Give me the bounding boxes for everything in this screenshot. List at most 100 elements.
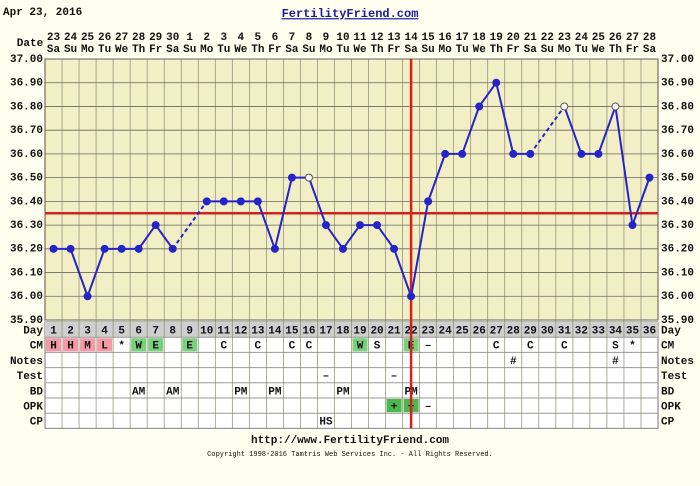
cell-text: 32 xyxy=(575,326,588,338)
date-label: 15 xyxy=(422,32,436,44)
temp-point xyxy=(270,244,279,253)
date-label: 10 xyxy=(336,32,349,44)
weekday-label: Th xyxy=(609,44,622,56)
temp-point xyxy=(253,197,262,206)
cell-text: 10 xyxy=(200,326,213,338)
site-title[interactable]: FertilityFriend.com xyxy=(282,7,419,21)
cell-text: C xyxy=(220,341,227,353)
date-label: 8 xyxy=(306,32,313,44)
gap-connector xyxy=(171,200,208,250)
y-tick-label: 36.90 xyxy=(10,78,43,90)
temp-point xyxy=(594,149,603,158)
cell-text: 11 xyxy=(217,326,231,338)
weekday-label: Tu xyxy=(217,44,230,56)
cell-text: AM xyxy=(132,386,146,398)
date-label: 14 xyxy=(404,32,418,44)
temp-point xyxy=(526,149,535,158)
cell-highlight xyxy=(63,338,79,352)
date-label: 3 xyxy=(220,32,227,44)
cell-text: 1 xyxy=(50,326,57,338)
temp-point xyxy=(117,244,126,253)
copyright: Copyright 1998-2016 Tamtris Web Services… xyxy=(207,451,493,459)
date-label: Date xyxy=(17,38,44,50)
footer-url[interactable]: http://www.FertilityFriend.com xyxy=(251,435,449,447)
cell-text: C xyxy=(561,341,568,353)
cell-highlight xyxy=(148,338,164,352)
row-label: BD xyxy=(30,386,44,398)
date-label: 7 xyxy=(289,32,296,44)
weekday-label: Su xyxy=(302,44,315,56)
weekday-label: Sa xyxy=(524,44,538,56)
cell-text: 13 xyxy=(251,326,265,338)
date-label: 9 xyxy=(323,32,330,44)
date-label: 26 xyxy=(609,32,622,44)
temp-point xyxy=(66,244,75,253)
y-tick-label: 36.40 xyxy=(10,196,43,208)
cell-text: # xyxy=(612,356,619,368)
weekday-label: Tu xyxy=(575,44,588,56)
date-label: 4 xyxy=(238,32,245,44)
weekday-label: Th xyxy=(490,44,503,56)
temp-point xyxy=(509,149,518,158)
date-label: 23 xyxy=(558,32,572,44)
cell-text: 27 xyxy=(490,326,503,338)
date-label: 29 xyxy=(149,32,162,44)
cell-highlight xyxy=(352,338,368,352)
cell-text: PM xyxy=(234,386,248,398)
y-tick-label: 36.60 xyxy=(10,149,43,161)
cell-text: 18 xyxy=(336,326,350,338)
weekday-label: Fr xyxy=(268,44,281,56)
temp-point xyxy=(475,102,484,111)
weekday-label: Th xyxy=(251,44,264,56)
weekday-label: Mo xyxy=(558,44,572,56)
cell-text: 17 xyxy=(319,326,332,338)
y-tick-label: 35.90 xyxy=(661,315,694,327)
date-label: 1 xyxy=(186,32,193,44)
cell-highlight xyxy=(46,338,62,352)
cell-text: H xyxy=(67,341,74,353)
date-label: 21 xyxy=(524,32,538,44)
temp-point xyxy=(424,197,433,206)
y-tick-label: 36.80 xyxy=(661,101,694,113)
date-label: 27 xyxy=(115,32,128,44)
temp-point xyxy=(134,244,143,253)
y-tick-label: 36.70 xyxy=(661,125,694,137)
row-label: OPK xyxy=(661,402,681,414)
temp-point xyxy=(373,221,382,230)
date-label: 22 xyxy=(541,32,554,44)
cell-text: 4 xyxy=(101,326,108,338)
weekday-label: Sa xyxy=(643,44,657,56)
temp-point xyxy=(202,197,211,206)
weekday-label: Su xyxy=(422,44,435,56)
weekday-label: Mo xyxy=(319,44,333,56)
y-tick-label: 36.20 xyxy=(10,244,43,256)
date-label: 25 xyxy=(592,32,606,44)
temp-point xyxy=(219,197,228,206)
temp-point xyxy=(560,102,569,111)
row-label: BD xyxy=(661,386,675,398)
temp-point xyxy=(458,149,467,158)
weekday-label: Sa xyxy=(47,44,61,56)
temp-point xyxy=(49,244,58,253)
cell-text: 35 xyxy=(626,326,640,338)
cell-text: 25 xyxy=(456,326,470,338)
weekday-label: Mo xyxy=(200,44,214,56)
weekday-label: Su xyxy=(64,44,77,56)
y-tick-label: 37.00 xyxy=(10,54,43,66)
date-label: 18 xyxy=(473,32,487,44)
date-label: 6 xyxy=(272,32,279,44)
weekday-label: Fr xyxy=(387,44,400,56)
weekday-label: We xyxy=(234,44,248,56)
cell-text: 5 xyxy=(118,326,125,338)
date-label: 13 xyxy=(387,32,401,44)
weekday-label: We xyxy=(592,44,606,56)
date-label: 11 xyxy=(353,32,367,44)
cell-text: 24 xyxy=(439,326,453,338)
cell-text: L xyxy=(101,341,108,353)
cell-text: 6 xyxy=(135,326,142,338)
weekday-label: Tu xyxy=(336,44,349,56)
date-label: 19 xyxy=(490,32,503,44)
row-label: Notes xyxy=(661,356,694,368)
cell-text: H xyxy=(50,341,57,353)
